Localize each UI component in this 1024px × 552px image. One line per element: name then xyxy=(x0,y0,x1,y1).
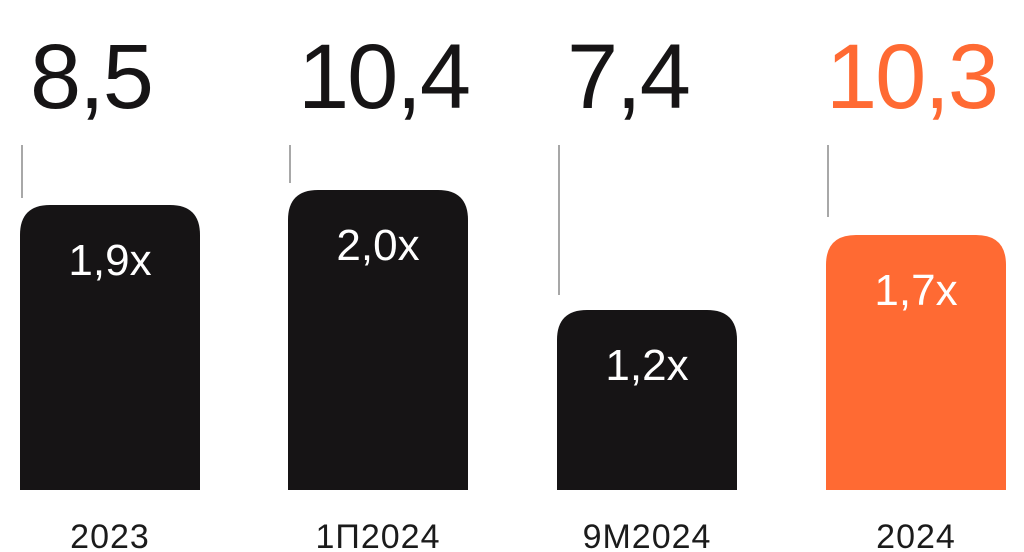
top-value-label: 10,4 xyxy=(298,26,469,128)
bar-value-label: 1,9x xyxy=(68,236,151,285)
top-value-label: 7,4 xyxy=(567,26,689,128)
bar-value-label: 1,2x xyxy=(605,341,688,390)
category-label: 9М2024 xyxy=(583,518,712,552)
category-label: 2024 xyxy=(876,518,956,552)
bar-value-label: 1,7x xyxy=(874,266,957,315)
bar xyxy=(288,190,468,490)
top-value-label: 10,3 xyxy=(826,26,997,128)
bar xyxy=(20,205,200,490)
bar-value-label: 2,0x xyxy=(336,221,419,270)
bar xyxy=(557,310,737,490)
category-label: 1П2024 xyxy=(316,518,441,552)
bar xyxy=(826,235,1006,490)
category-label: 2023 xyxy=(70,518,150,552)
top-value-label: 8,5 xyxy=(30,26,152,128)
